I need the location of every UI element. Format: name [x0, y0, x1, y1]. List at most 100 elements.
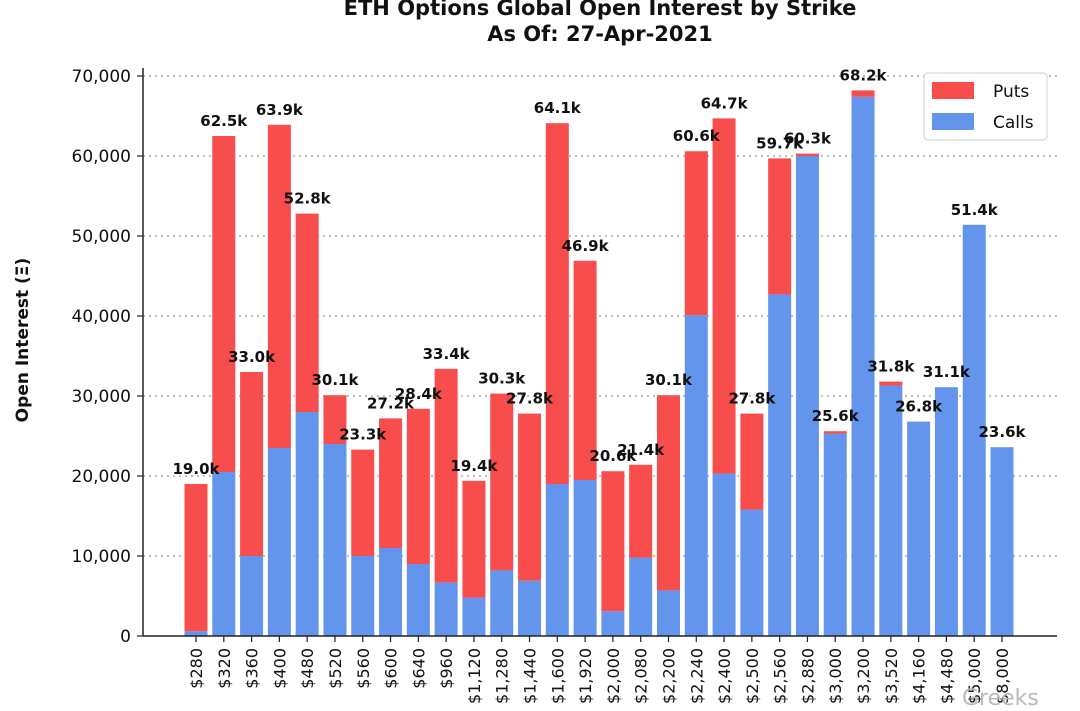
bar-puts: [768, 158, 792, 295]
x-tick-label: $2,500: [743, 648, 762, 704]
y-tick-label: 50,000: [72, 227, 131, 247]
bars: [184, 90, 1014, 637]
x-tick-label: $4,160: [910, 648, 929, 704]
x-tick-label: $280: [187, 648, 206, 689]
bar-calls: [434, 582, 458, 636]
bar-calls: [962, 224, 986, 637]
x-tick-label: $360: [243, 648, 262, 689]
x-tick-label: $960: [437, 648, 456, 689]
bar-puts: [823, 431, 847, 434]
bar-calls: [851, 96, 875, 637]
total-label: 21.4k: [617, 441, 665, 459]
x-tick-label: $2,200: [659, 648, 678, 704]
total-label: 27.8k: [728, 390, 776, 408]
bar-puts: [712, 118, 736, 474]
x-tick-label: $2,240: [687, 648, 706, 704]
data-labels: 19.0k 62.5k 33.0k 63.9k 52.8k 30.1k 23.3k 27.2k…: [173, 66, 1027, 478]
total-label: 62.5k: [200, 112, 248, 130]
total-label: 27.2k: [367, 394, 415, 412]
gridlines: [143, 75, 1057, 557]
total-label: 33.4k: [423, 345, 471, 363]
bar-puts: [379, 418, 403, 548]
bar-puts: [601, 471, 625, 612]
total-label: 30.3k: [478, 370, 526, 388]
x-tick-label: $320: [215, 648, 234, 689]
total-label: 46.9k: [562, 237, 610, 255]
bar-puts: [656, 395, 680, 591]
x-tick-label: $520: [326, 648, 345, 689]
total-label: 64.7k: [701, 94, 749, 112]
bar-calls: [934, 387, 958, 636]
bar-puts: [851, 90, 875, 97]
bar-calls: [490, 570, 514, 636]
bar-puts: [518, 413, 542, 581]
bar-puts: [212, 136, 236, 472]
total-label: 64.1k: [534, 99, 582, 117]
total-label: 30.1k: [645, 371, 693, 389]
total-label: 51.4k: [951, 201, 999, 219]
total-label: 60.3k: [784, 130, 832, 148]
bar-calls: [573, 480, 597, 636]
x-tick-label: $640: [409, 648, 428, 689]
bar-calls: [518, 580, 542, 636]
y-axis-ticks: 0 10,000 20,000 30,000 40,000 50,000 60,000 70,…: [72, 67, 143, 647]
x-tick-label: $2,400: [715, 648, 734, 704]
x-tick-label: $1,280: [493, 648, 512, 704]
y-tick-label: 20,000: [72, 467, 131, 487]
bar-calls: [184, 631, 208, 636]
bar-calls: [795, 156, 819, 636]
bar-puts: [323, 395, 347, 444]
x-tick-label: $600: [382, 648, 401, 689]
total-label: 25.6k: [812, 407, 860, 425]
total-label: 27.8k: [506, 390, 554, 408]
x-tick-label: $2,880: [798, 648, 817, 704]
bar-calls: [712, 473, 736, 636]
total-label: 59.7k: [756, 134, 804, 152]
bar-calls: [740, 509, 764, 636]
bar-puts: [267, 124, 291, 449]
total-label: 31.1k: [923, 363, 971, 381]
x-tick-label: $2,000: [604, 648, 623, 704]
bar-puts: [795, 153, 819, 156]
bar-calls: [212, 472, 236, 636]
bar-calls: [656, 590, 680, 636]
legend-swatch: [932, 113, 974, 130]
x-tick-label: $1,920: [576, 648, 595, 704]
x-axis-ticks: $280 $320 $360 $400 $480 $520 $560 $600 $640 $960…: [187, 636, 1012, 704]
bar-puts: [573, 260, 597, 480]
bar-calls: [267, 448, 291, 636]
bar-puts: [879, 381, 903, 386]
bar-puts: [490, 393, 514, 571]
bar-calls: [629, 557, 653, 636]
bar-puts: [629, 464, 653, 558]
total-label: 63.9k: [256, 101, 304, 119]
x-tick-label: $3,000: [826, 648, 845, 704]
bar-calls: [295, 412, 319, 636]
bar-puts: [684, 151, 708, 316]
bar-calls: [379, 548, 403, 636]
chart-subtitle: As Of: 27-Apr-2021: [487, 22, 713, 46]
x-tick-label: $3,200: [854, 648, 873, 704]
total-label: 20.6k: [589, 447, 637, 465]
bar-calls: [462, 597, 486, 636]
x-tick-label: $8,000: [993, 648, 1012, 704]
total-label: 30.1k: [311, 371, 359, 389]
y-axis-label: Open Interest (Ξ): [13, 258, 33, 423]
total-label: 19.4k: [450, 457, 498, 475]
x-tick-label: $1,600: [548, 648, 567, 704]
bar-calls: [406, 564, 430, 636]
bar-calls: [907, 421, 931, 636]
total-label: 23.3k: [339, 426, 387, 444]
bar-calls: [323, 444, 347, 636]
bar-puts: [740, 413, 764, 510]
y-tick-label: 0: [120, 627, 131, 647]
legend-label: Calls: [993, 113, 1034, 133]
total-label: 31.8k: [867, 358, 915, 376]
y-tick-label: 60,000: [72, 147, 131, 167]
x-tick-label: $1,440: [521, 648, 540, 704]
bar-calls: [879, 385, 903, 636]
bar-calls: [601, 611, 625, 636]
total-label: 26.8k: [895, 398, 943, 416]
bar-calls: [768, 294, 792, 636]
